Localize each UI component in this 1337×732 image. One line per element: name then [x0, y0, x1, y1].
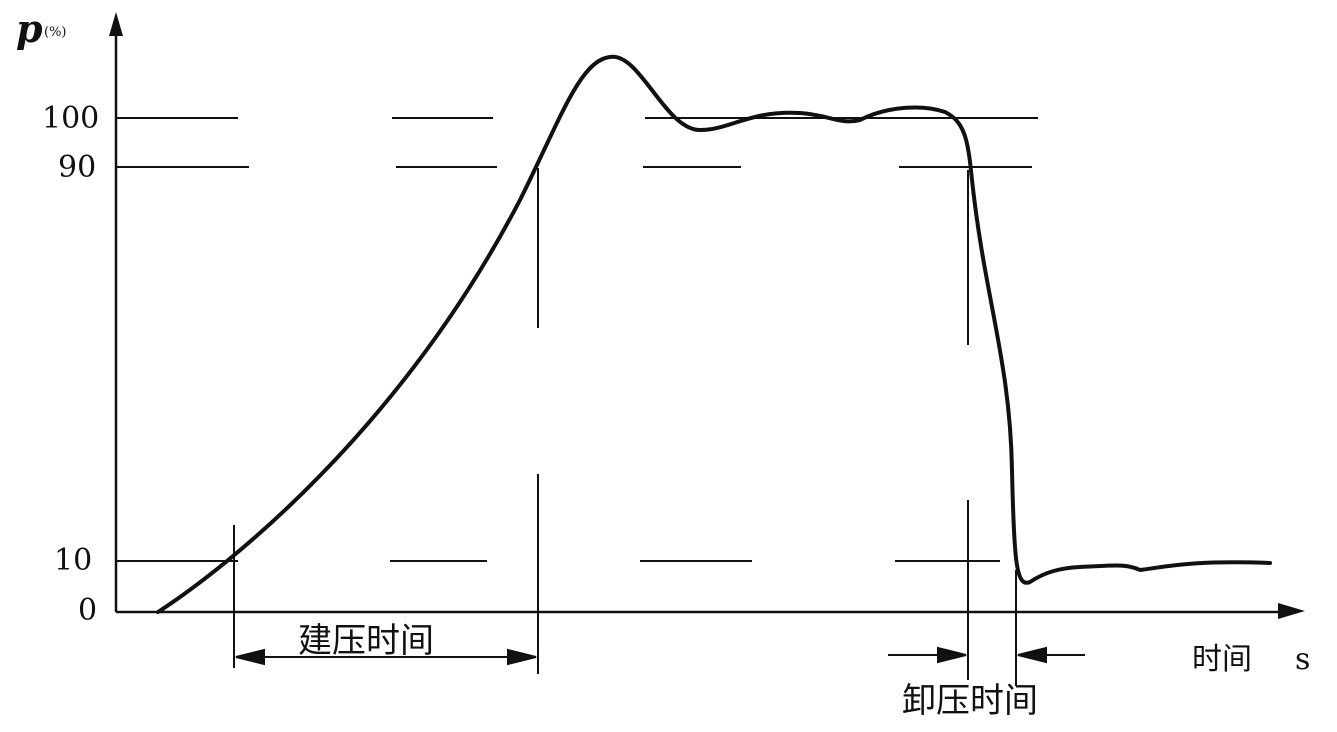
build-up-time-label: 建压时间 [298, 621, 434, 661]
y-tick-0: 0 [78, 593, 97, 628]
y-tick-90: 90 [58, 150, 96, 185]
y-axis-symbol: p [16, 6, 43, 51]
x-axis-arrow [1278, 603, 1305, 619]
y-axis-unit: (%) [44, 25, 67, 40]
y-tick-10: 10 [54, 543, 92, 578]
pressure-curve [156, 54, 1272, 614]
release-time-arrows [888, 646, 1085, 664]
y-tick-100: 100 [42, 101, 99, 136]
x-axis-unit: s [1295, 642, 1310, 677]
y-axis-arrow [109, 12, 123, 36]
build-up-time-arrow [235, 648, 537, 666]
x-axis-label: 时间 [1192, 642, 1252, 677]
release-time-label: 卸压时间 [902, 681, 1038, 721]
